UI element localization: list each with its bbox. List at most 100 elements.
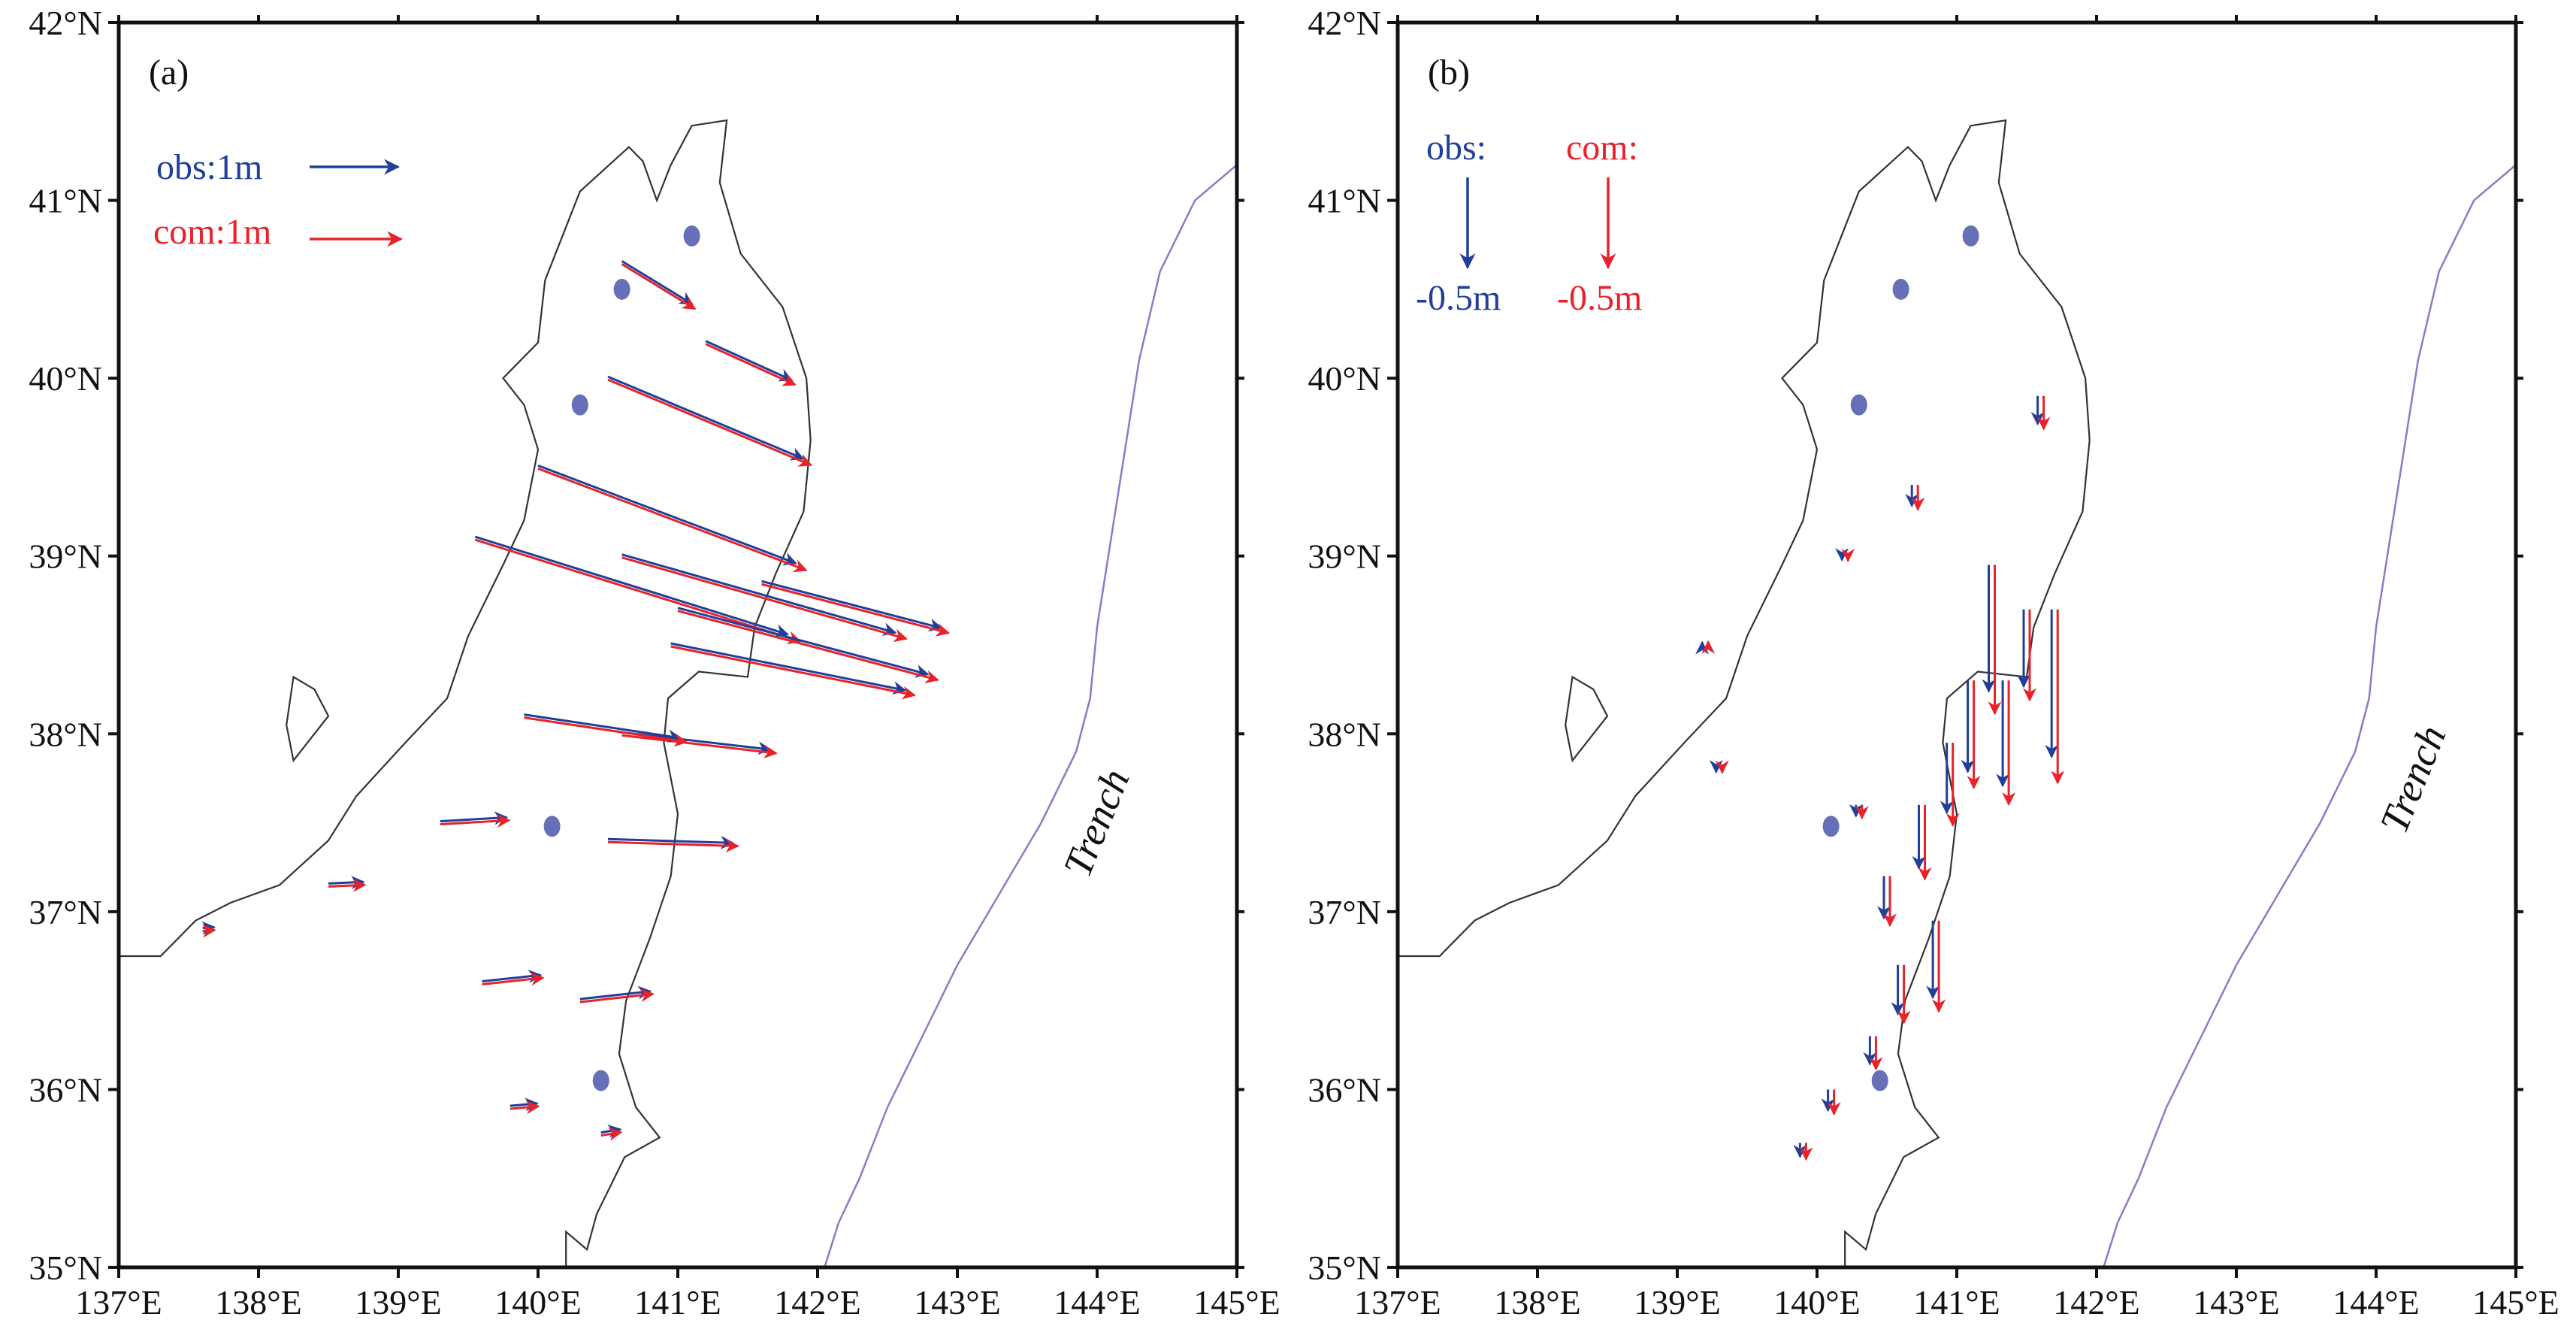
com-vector (607, 378, 813, 467)
x-tick-label: 142°E (2053, 1283, 2140, 1321)
obs-vector (607, 835, 735, 849)
legend-com-value: -0.5m (1557, 278, 1642, 318)
com-vector (761, 583, 951, 637)
y-tick-label: 37°N (1308, 893, 1381, 931)
y-tick-label: 38°N (1308, 715, 1381, 753)
obs-vector (474, 535, 790, 637)
lake (683, 225, 700, 247)
y-tick-label: 41°N (29, 182, 102, 220)
x-tick-label: 137°E (75, 1283, 162, 1321)
com-vector (328, 878, 367, 892)
y-tick-label: 42°N (29, 4, 102, 42)
lake (1962, 225, 1979, 247)
com-vector (621, 734, 778, 759)
y-tick-label: 35°N (1308, 1249, 1381, 1287)
com-vector (600, 1127, 623, 1141)
y-tick-label: 38°N (29, 715, 102, 753)
sado-island (286, 675, 330, 763)
com-vector (482, 972, 545, 986)
com-vector (524, 716, 688, 747)
com-vector (509, 1100, 540, 1115)
obs-vector (440, 811, 508, 825)
y-tick-label: 36°N (1308, 1070, 1381, 1109)
lake (1892, 278, 1909, 300)
panel-label: (a) (149, 53, 189, 92)
x-tick-label: 144°E (1054, 1283, 1141, 1321)
lake (1822, 816, 1840, 837)
obs-vector (761, 580, 943, 632)
com-vector (670, 645, 916, 700)
x-tick-label: 137°E (1354, 1283, 1441, 1321)
x-tick-label: 144°E (2333, 1283, 2420, 1321)
panel-b: 137°E 138°E 139°E 140°E 141°E 142°E 143°E 144°E… (1308, 4, 2559, 1321)
x-tick-label: 143°E (2193, 1283, 2280, 1321)
x-tick-label: 142°E (774, 1283, 861, 1321)
legend-obs-label: obs:1m (156, 147, 262, 187)
com-vector (440, 814, 511, 828)
lake (1871, 1070, 1888, 1091)
obs-vector (524, 713, 682, 743)
panel-a: 137°E 138°E 139°E 140°E 141°E 142°E 143°E 144°E… (29, 4, 1280, 1321)
x-tick-label: 145°E (1193, 1283, 1280, 1321)
legend-com-label: com: (1566, 128, 1638, 168)
lake (1850, 394, 1867, 416)
obs-vector (328, 876, 365, 890)
trench-path (824, 164, 1237, 1267)
com-vector (607, 839, 739, 853)
lake (613, 278, 630, 300)
y-tick-label: 36°N (29, 1070, 102, 1109)
y-tick-label: 39°N (1308, 537, 1381, 576)
com-vector (474, 538, 802, 645)
obs-vector (579, 985, 652, 1000)
x-tick-label: 141°E (634, 1283, 721, 1321)
coastline (1398, 119, 2091, 1267)
y-tick-label: 39°N (29, 537, 102, 576)
lake (571, 394, 588, 416)
y-tick-label: 40°N (29, 359, 102, 398)
y-tick-label: 35°N (29, 1249, 102, 1287)
x-tick-label: 143°E (914, 1283, 1001, 1321)
x-tick-label: 139°E (355, 1283, 442, 1321)
sado-island (1565, 675, 1609, 763)
legend-com-label: com:1m (153, 212, 271, 252)
obs-vector (705, 340, 794, 382)
map-land (119, 119, 812, 1267)
legend: obs:1m com:1m (153, 147, 404, 252)
trench-label: Trench (2371, 719, 2454, 840)
obs-vector (621, 553, 897, 636)
x-tick-label: 140°E (1773, 1283, 1861, 1321)
y-tick-label: 41°N (1308, 182, 1381, 220)
com-vector (621, 263, 697, 310)
legend-obs-label: obs: (1426, 128, 1486, 168)
y-tick-label: 42°N (1308, 4, 1381, 42)
obs-vector (537, 464, 797, 566)
lake (592, 1070, 609, 1091)
axis-ticks: 137°E 138°E 139°E 140°E 141°E 142°E 143°E 144°E… (29, 4, 1280, 1321)
y-tick-label: 37°N (29, 893, 102, 931)
map-land (1398, 119, 2091, 1267)
obs-vector (621, 260, 694, 305)
com-vector (537, 467, 808, 573)
coastline (119, 119, 812, 1267)
obs-vector (607, 375, 805, 461)
vector-layer (1695, 395, 2065, 1161)
x-tick-label: 145°E (2472, 1283, 2559, 1321)
x-tick-label: 140°E (494, 1283, 582, 1321)
trench-label: Trench (1054, 763, 1138, 883)
y-tick-label: 40°N (1308, 359, 1381, 398)
trench-path (2103, 164, 2516, 1267)
lake (543, 816, 561, 837)
trench-line (824, 164, 1237, 1267)
obs-vector (677, 607, 930, 678)
legend-obs-value: -0.5m (1416, 278, 1501, 318)
com-vector (677, 610, 939, 684)
x-tick-label: 138°E (1494, 1283, 1581, 1321)
vector-layer (201, 260, 951, 1141)
com-vector (705, 343, 797, 386)
obs-vector (670, 642, 907, 695)
com-vector (579, 988, 655, 1003)
axis-ticks: 137°E 138°E 139°E 140°E 141°E 142°E 143°E 144°E… (1308, 4, 2559, 1321)
x-tick-label: 141°E (1913, 1283, 2000, 1321)
com-vector (621, 556, 908, 643)
